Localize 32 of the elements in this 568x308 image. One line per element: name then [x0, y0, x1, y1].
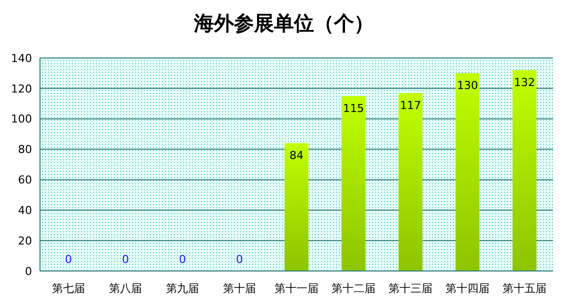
x-tick-label: 第七届 [52, 282, 85, 295]
y-tick-label: 0 [25, 264, 32, 278]
data-label: 0 [179, 253, 186, 266]
y-tick-label: 40 [18, 204, 32, 217]
data-label: 0 [236, 253, 243, 266]
data-label: 117 [400, 98, 421, 112]
y-tick-label: 20 [18, 234, 32, 248]
bar [512, 70, 536, 271]
y-tick-label: 80 [18, 143, 32, 156]
data-label: 84 [290, 149, 304, 162]
bar [398, 92, 422, 271]
x-tick-label: 第十二届 [332, 282, 376, 295]
y-tick-label: 60 [18, 174, 32, 187]
x-tick-label: 第十一届 [274, 282, 318, 295]
data-label: 115 [343, 102, 364, 116]
data-label: 130 [457, 79, 478, 92]
bar [342, 96, 366, 271]
bar [284, 143, 308, 271]
y-tick-label: 120 [11, 82, 32, 96]
chart-title: 海外参展单位（个） [193, 11, 374, 35]
data-label: 0 [122, 253, 129, 266]
x-tick-label: 第十届 [223, 282, 256, 295]
y-tick-label: 140 [11, 52, 32, 65]
x-tick-label: 第十五届 [502, 282, 546, 295]
x-tick-label: 第八届 [109, 282, 142, 295]
y-tick-label: 100 [11, 112, 32, 126]
x-tick-label: 第十四届 [446, 282, 490, 295]
bar [456, 73, 480, 271]
data-label: 132 [514, 76, 535, 90]
x-tick-label: 第十三届 [388, 282, 432, 295]
data-label: 0 [65, 253, 72, 266]
x-tick-label: 第九届 [166, 282, 199, 295]
